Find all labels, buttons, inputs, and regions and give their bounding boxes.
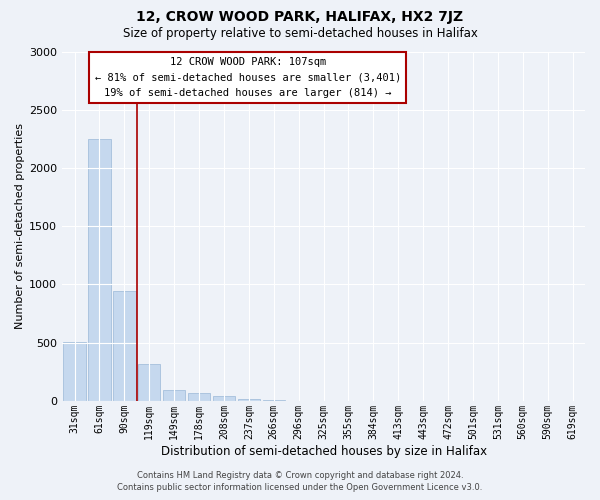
- Bar: [113, 292, 136, 401]
- Text: Size of property relative to semi-detached houses in Halifax: Size of property relative to semi-detach…: [122, 28, 478, 40]
- Text: 12, CROW WOOD PARK, HALIFAX, HX2 7JZ: 12, CROW WOOD PARK, HALIFAX, HX2 7JZ: [136, 10, 464, 24]
- Bar: [138, 364, 160, 401]
- Y-axis label: Number of semi-detached properties: Number of semi-detached properties: [15, 123, 25, 329]
- Bar: [263, 400, 285, 401]
- Bar: [88, 139, 111, 401]
- Bar: [64, 342, 86, 401]
- Text: 12 CROW WOOD PARK: 107sqm
← 81% of semi-detached houses are smaller (3,401)
19% : 12 CROW WOOD PARK: 107sqm ← 81% of semi-…: [95, 56, 401, 98]
- Bar: [213, 396, 235, 401]
- Bar: [163, 390, 185, 401]
- X-axis label: Distribution of semi-detached houses by size in Halifax: Distribution of semi-detached houses by …: [161, 444, 487, 458]
- Text: Contains HM Land Registry data © Crown copyright and database right 2024.
Contai: Contains HM Land Registry data © Crown c…: [118, 471, 482, 492]
- Bar: [238, 398, 260, 401]
- Bar: [188, 394, 210, 401]
